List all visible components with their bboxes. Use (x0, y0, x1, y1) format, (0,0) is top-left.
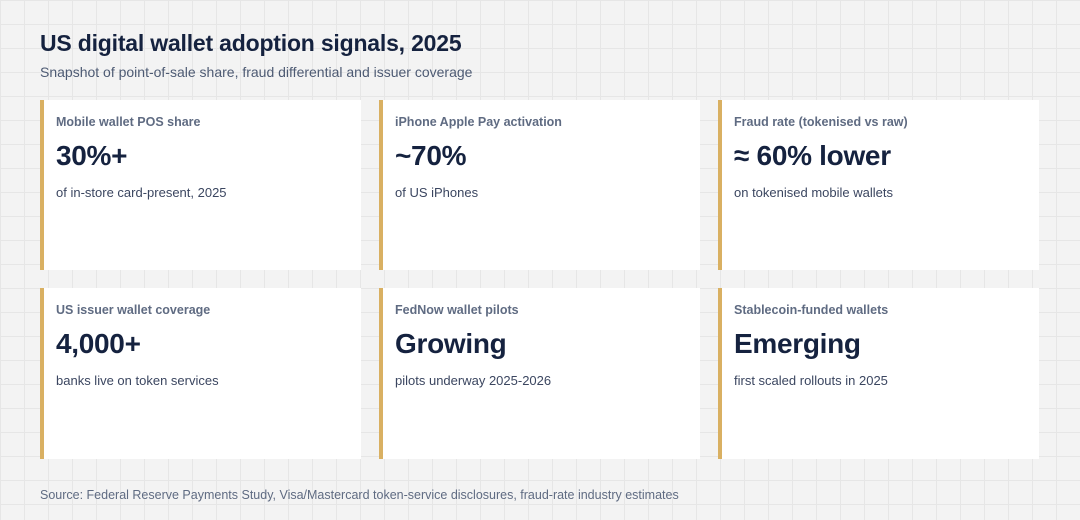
kpi-card-caption: of US iPhones (395, 185, 479, 200)
kpi-card-label: Stablecoin-funded wallets (734, 303, 889, 317)
kpi-card-caption: banks live on token services (56, 373, 219, 388)
kpi-card-label: Mobile wallet POS share (56, 115, 201, 129)
kpi-card-grid: Mobile wallet POS share 30%+ of in-store… (40, 100, 1039, 459)
page-subtitle: Snapshot of point-of-sale share, fraud d… (40, 64, 473, 80)
source-note: Source: Federal Reserve Payments Study, … (40, 488, 679, 502)
kpi-card-caption: on tokenised mobile wallets (734, 185, 893, 200)
kpi-card-label: Fraud rate (tokenised vs raw) (734, 115, 908, 129)
kpi-card-caption: of in-store card-present, 2025 (56, 185, 227, 200)
kpi-card-value: ≈ 60% lower (734, 140, 891, 171)
kpi-card-value: Emerging (734, 328, 861, 359)
kpi-card-issuer-coverage: US issuer wallet coverage 4,000+ banks l… (40, 288, 361, 459)
kpi-card-fednow-pilots: FedNow wallet pilots Growing pilots unde… (379, 288, 700, 459)
kpi-card-caption: pilots underway 2025-2026 (395, 373, 552, 388)
kpi-card-label: US issuer wallet coverage (56, 303, 211, 317)
kpi-card-label: iPhone Apple Pay activation (395, 115, 562, 129)
kpi-card-value: Growing (395, 328, 507, 359)
kpi-card-stablecoin-wallets: Stablecoin-funded wallets Emerging first… (718, 288, 1039, 459)
kpi-card-value: ~70% (395, 140, 467, 171)
kpi-card-value: 4,000+ (56, 328, 141, 359)
kpi-card-caption: first scaled rollouts in 2025 (734, 373, 888, 388)
kpi-card-pos-share: Mobile wallet POS share 30%+ of in-store… (40, 100, 361, 270)
kpi-card-apple-pay: iPhone Apple Pay activation ~70% of US i… (379, 100, 700, 270)
kpi-card-fraud-rate: Fraud rate (tokenised vs raw) ≈ 60% lowe… (718, 100, 1039, 270)
kpi-card-value: 30%+ (56, 140, 128, 171)
kpi-card-label: FedNow wallet pilots (395, 303, 519, 317)
page-title: US digital wallet adoption signals, 2025 (40, 30, 462, 56)
